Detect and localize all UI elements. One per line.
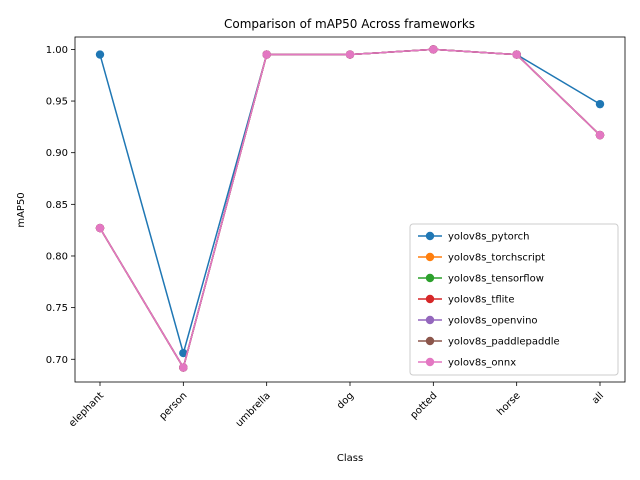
y-tick-label: 0.75 [46, 303, 68, 314]
legend-marker [425, 336, 435, 346]
y-tick-label: 0.70 [46, 355, 68, 366]
data-point [179, 363, 188, 372]
legend-marker [425, 252, 435, 262]
legend-label: yolov8s_torchscript [448, 253, 545, 264]
x-axis-label: Class [337, 453, 363, 464]
data-point [429, 45, 438, 54]
legend-entry: yolov8s_onnx [418, 358, 516, 369]
y-tick-label: 0.80 [46, 251, 68, 262]
data-point [345, 50, 355, 59]
x-tick-label: elephant [67, 390, 106, 429]
legend-entry: yolov8s_openvino [418, 316, 538, 327]
data-point [95, 223, 105, 233]
legend-marker [425, 273, 435, 283]
legend-label: yolov8s_pytorch [448, 232, 529, 243]
legend-label: yolov8s_tensorflow [448, 274, 544, 285]
y-tick-label: 0.90 [46, 148, 68, 159]
legend: yolov8s_pytorch yolov8s_torchscript yolov8… [409, 223, 619, 376]
legend-marker [425, 231, 435, 241]
x-tick-label: umbrella [234, 390, 273, 429]
y-tick-label: 0.95 [46, 97, 68, 108]
legend-label: yolov8s_tflite [448, 295, 515, 306]
legend-label: yolov8s_onnx [448, 358, 516, 369]
series-yolov8s_onnx [95, 45, 605, 372]
x-tick-label: horse [495, 390, 523, 418]
legend-marker [425, 315, 435, 325]
legend-entry: yolov8s_paddlepaddle [418, 337, 560, 348]
data-point [595, 130, 605, 140]
legend-entry: yolov8s_torchscript [418, 253, 545, 264]
legend-entry: yolov8s_tensorflow [418, 274, 544, 285]
data-point [179, 348, 188, 358]
y-tick-label: 1.00 [46, 45, 68, 56]
legend-marker [425, 294, 435, 304]
chart-title: Comparison of mAP50 Across frameworks [224, 17, 475, 31]
legend-entry: yolov8s_tflite [418, 295, 515, 306]
x-tick-label: potted [408, 390, 439, 421]
y-axis-label: mAP50 [16, 192, 27, 227]
legend-marker [425, 357, 435, 367]
legend-label: yolov8s_openvino [448, 316, 538, 327]
data-point [262, 50, 271, 59]
x-tick-label: dog [335, 390, 356, 411]
data-point [512, 50, 521, 59]
y-tick-label: 0.85 [46, 200, 68, 211]
legend-label: yolov8s_paddlepaddle [448, 337, 560, 348]
data-point [595, 99, 605, 109]
data-point [95, 50, 105, 59]
x-tick-label: all [590, 390, 606, 406]
x-tick-label: person [157, 390, 189, 422]
legend-entry: yolov8s_pytorch [418, 232, 529, 243]
legend-box [409, 223, 619, 376]
